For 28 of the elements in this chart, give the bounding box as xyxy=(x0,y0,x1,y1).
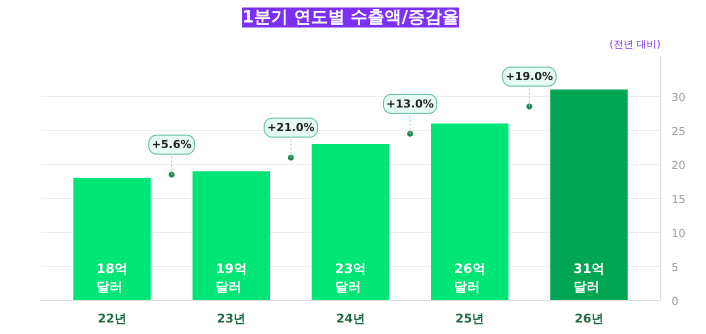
data-label: 26억 달러 xyxy=(454,262,486,296)
y-tick-label: 5 xyxy=(672,260,678,274)
y-tick-label: 10 xyxy=(672,226,686,240)
y-tick-label: 0 xyxy=(672,295,678,308)
y-tick-label: 20 xyxy=(672,158,686,172)
chart-subtitle: (전년 대비) xyxy=(610,40,661,50)
bar xyxy=(550,90,628,300)
data-label: 18억 달러 xyxy=(96,262,128,296)
data-label: 19억 달러 xyxy=(216,262,247,296)
annotation: +19.0% xyxy=(506,70,554,84)
annotation: +13.0% xyxy=(386,97,434,110)
data-label: 23억 달러 xyxy=(334,262,366,296)
bar xyxy=(430,124,508,300)
x-tick-label: 26년 xyxy=(574,312,604,326)
bar xyxy=(192,171,270,300)
y-tick-label: 15 xyxy=(672,192,686,206)
x-tick-label: 22년 xyxy=(98,312,126,326)
annotation: +5.6% xyxy=(152,138,192,152)
data-label: 31억 달러 xyxy=(573,262,605,296)
x-tick-label: 23년 xyxy=(216,312,246,326)
y-tick-label: 30 xyxy=(672,90,686,104)
annotation: +21.0% xyxy=(267,121,315,134)
x-tick-label: 24년 xyxy=(336,312,365,326)
y-tick-label: 25 xyxy=(672,124,686,138)
bar xyxy=(73,178,151,300)
chart-title: 1분기 연도별 수출액/증감율 xyxy=(242,8,459,28)
x-tick-label: 25년 xyxy=(455,312,484,326)
bar xyxy=(312,144,390,300)
